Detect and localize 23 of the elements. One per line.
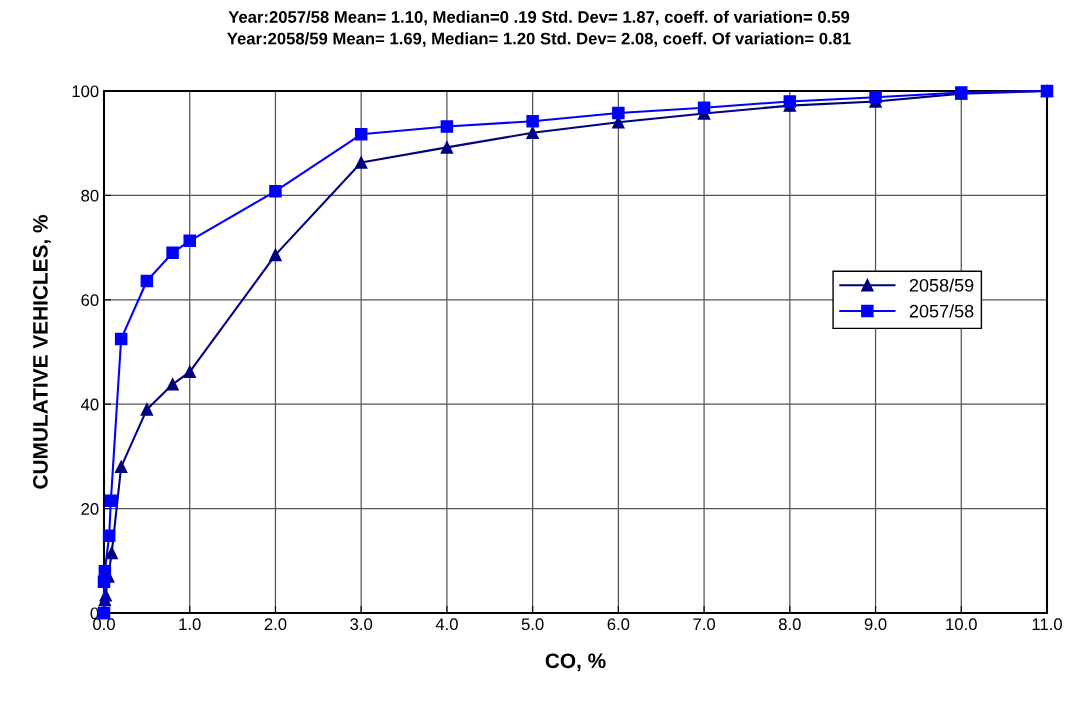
y-axis-title: CUMULATIVE VEHICLES, % — [33, 215, 51, 489]
chart-title: Year:2057/58 Mean= 1.10, Median=0 .19 Std. Dev= 1.87, coeff. of variation= 0.59 Year:2058/59 Mean= 1.69, Median= 1.20 Std. Dev= 2.08, coeff. Of variation= 0.81 — [227, 10, 851, 47]
y-tick-label: 40 — [80, 398, 99, 411]
x-tick-label: 0.0 — [93, 618, 115, 631]
legend-label: 2057/58 — [909, 304, 974, 318]
x-tick-label: 2.0 — [264, 618, 287, 631]
x-tick-label: 1.0 — [179, 618, 201, 631]
x-tick-label: 4.0 — [435, 618, 458, 631]
y-tick-label: 0 — [90, 607, 99, 620]
x-tick-label: 3.0 — [350, 618, 373, 631]
x-tick-label: 9.0 — [864, 618, 887, 631]
y-tick-label: 20 — [81, 503, 99, 515]
y-tick-label: 100 — [72, 85, 99, 98]
x-tick-label: 11.0 — [1032, 618, 1062, 631]
x-tick-label: 8.0 — [778, 618, 801, 631]
x-tick-label: 10.0 — [946, 618, 977, 631]
x-axis-title: CO, % — [545, 653, 606, 672]
y-tick-label: 60 — [81, 294, 99, 306]
legend-label: 2058/59 — [909, 278, 974, 292]
x-tick-label: 5.0 — [521, 618, 544, 631]
x-tick-label: 7.0 — [693, 618, 716, 631]
y-tick-label: 80 — [81, 189, 99, 202]
x-tick-label: 6.0 — [607, 618, 630, 631]
